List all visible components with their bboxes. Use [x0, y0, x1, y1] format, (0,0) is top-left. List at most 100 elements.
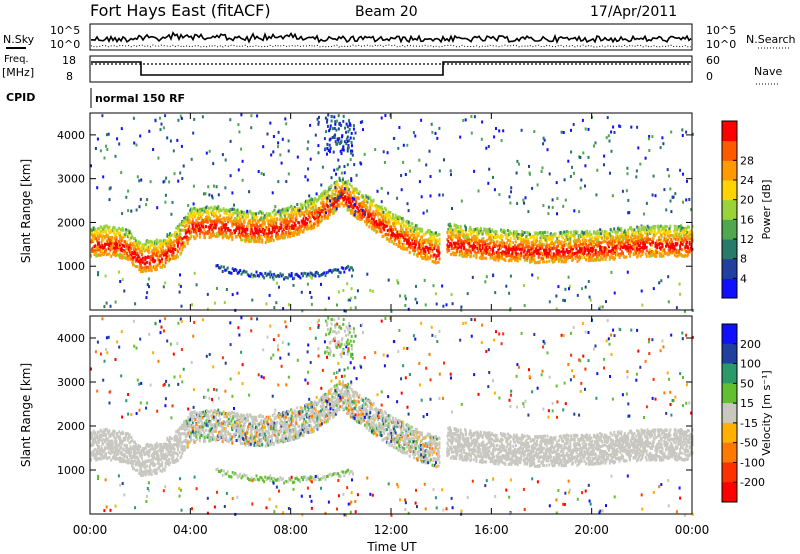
- power-mark: [107, 247, 110, 251]
- power-mark: [642, 249, 645, 253]
- power-mark: [236, 213, 239, 217]
- power-mark: [312, 273, 314, 277]
- power-mark: [276, 218, 279, 222]
- power-mark: [388, 230, 391, 234]
- power-mark: [113, 236, 116, 240]
- power-mark: [391, 240, 394, 244]
- power-mark: [515, 234, 518, 238]
- power-mark: [246, 273, 249, 277]
- power-mark: [623, 230, 626, 233]
- power-mark: [215, 223, 218, 227]
- power-mark: [394, 219, 397, 222]
- power-mark: [349, 158, 352, 161]
- power-mark: [233, 269, 235, 272]
- power-mark: [656, 246, 659, 249]
- power-mark: [310, 202, 313, 206]
- power-mark: [312, 205, 315, 209]
- power-mark: [378, 218, 381, 222]
- power-mark: [318, 206, 321, 210]
- power-mark: [104, 248, 107, 252]
- power-mark: [478, 244, 481, 247]
- power-mark: [159, 265, 162, 269]
- power-mark: [488, 227, 491, 231]
- power-mark: [502, 252, 505, 256]
- power-mark: [466, 251, 469, 255]
- power-mark: [202, 221, 205, 225]
- power-mark: [620, 229, 623, 233]
- power-mark: [626, 239, 629, 243]
- power-mark: [468, 229, 471, 233]
- power-mark: [155, 265, 157, 269]
- power-mark: [376, 229, 379, 233]
- power-mark: [603, 250, 606, 254]
- power-mark: [169, 237, 171, 241]
- power-mark: [169, 250, 172, 254]
- power-mark: [307, 224, 310, 228]
- power-mark: [516, 202, 519, 205]
- power-mark: [374, 212, 377, 216]
- power-mark: [276, 211, 279, 215]
- power-mark: [454, 241, 457, 245]
- power-mark: [344, 195, 347, 199]
- power-mark: [429, 247, 432, 251]
- power-mark: [547, 243, 550, 247]
- power-mark: [335, 200, 338, 204]
- power-mark: [348, 268, 351, 272]
- power-mark: [403, 231, 406, 235]
- nave-label: Nave: [754, 65, 782, 78]
- power-mark: [513, 255, 516, 259]
- power-mark: [183, 225, 186, 228]
- power-mark: [200, 224, 203, 228]
- power-mark: [668, 226, 671, 230]
- power-mark: [436, 239, 439, 243]
- power-mark: [270, 234, 273, 238]
- power-mark: [525, 245, 528, 249]
- power-mark: [526, 258, 529, 262]
- power-mark: [477, 250, 480, 254]
- power-mark: [360, 213, 363, 217]
- power-mark: [207, 225, 210, 229]
- power-mark: [214, 235, 217, 238]
- power-mark: [399, 246, 402, 250]
- power-mark: [460, 249, 463, 252]
- power-mark: [219, 214, 222, 218]
- power-mark: [607, 253, 610, 257]
- power-mark: [427, 257, 430, 261]
- power-mark: [627, 232, 630, 235]
- power-mark: [421, 239, 424, 243]
- power-mark: [641, 234, 644, 238]
- power-mark: [438, 257, 441, 261]
- power-mark: [254, 218, 257, 222]
- power-mark: [233, 222, 236, 226]
- power-mark: [464, 228, 467, 232]
- power-mark: [680, 228, 682, 232]
- power-mark: [528, 164, 530, 168]
- power-mark: [325, 193, 328, 196]
- power-mark: [342, 204, 345, 207]
- power-mark: [309, 213, 312, 217]
- power-mark: [379, 207, 382, 211]
- power-mark: [492, 246, 495, 250]
- power-mark: [226, 211, 229, 215]
- power-mark: [557, 244, 560, 248]
- power-mark: [587, 251, 590, 255]
- power-mark: [94, 232, 97, 236]
- beam-label: Beam 20: [355, 4, 418, 20]
- power-mark: [231, 231, 234, 235]
- power-mark: [459, 231, 462, 235]
- power-mark: [273, 208, 276, 212]
- power-mark: [258, 228, 261, 231]
- power-mark: [413, 252, 416, 256]
- power-mark: [565, 238, 567, 242]
- power-mark: [277, 229, 280, 233]
- power-mark: [306, 206, 309, 210]
- power-mark: [188, 225, 191, 229]
- power-mark: [181, 228, 184, 232]
- power-mark: [308, 226, 311, 230]
- power-mark: [183, 241, 186, 245]
- power-mark: [640, 246, 643, 250]
- power-mark: [315, 270, 318, 274]
- power-mark: [198, 213, 201, 216]
- power-mark: [352, 268, 355, 272]
- power-mark: [341, 185, 344, 189]
